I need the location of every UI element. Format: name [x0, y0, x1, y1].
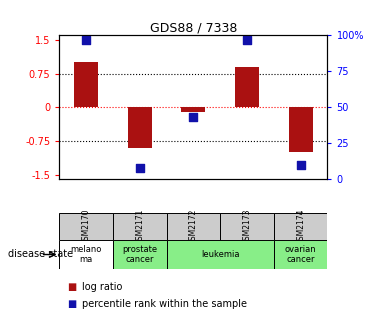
Text: melano
ma: melano ma: [70, 245, 102, 264]
Text: percentile rank within the sample: percentile rank within the sample: [82, 299, 247, 309]
Bar: [274, 213, 327, 240]
Text: ovarian
cancer: ovarian cancer: [285, 245, 316, 264]
Point: [83, 37, 89, 42]
Text: GSM2172: GSM2172: [189, 209, 198, 245]
Text: leukemia: leukemia: [201, 250, 239, 259]
Point: [244, 37, 250, 42]
Bar: [128, 107, 152, 148]
Bar: [59, 213, 113, 240]
Bar: [113, 240, 167, 269]
Text: GSM2173: GSM2173: [242, 209, 252, 245]
Text: ■: ■: [67, 299, 76, 309]
Text: GSM2170: GSM2170: [82, 209, 91, 245]
Text: disease state: disease state: [8, 249, 73, 259]
Bar: [235, 67, 259, 107]
Bar: [274, 240, 327, 269]
Text: log ratio: log ratio: [82, 282, 123, 292]
Point: [190, 115, 196, 120]
Bar: [167, 240, 274, 269]
Point: [298, 162, 304, 168]
Bar: [220, 213, 274, 240]
Text: GSM2174: GSM2174: [296, 209, 305, 245]
Text: ■: ■: [67, 282, 76, 292]
Bar: [167, 213, 220, 240]
Bar: [289, 107, 313, 152]
Bar: [182, 107, 205, 112]
Text: GSM2171: GSM2171: [135, 209, 144, 245]
Text: prostate
cancer: prostate cancer: [122, 245, 157, 264]
Title: GDS88 / 7338: GDS88 / 7338: [150, 21, 237, 34]
Bar: [74, 62, 98, 107]
Bar: [113, 213, 167, 240]
Point: [137, 165, 143, 170]
Bar: [59, 240, 113, 269]
